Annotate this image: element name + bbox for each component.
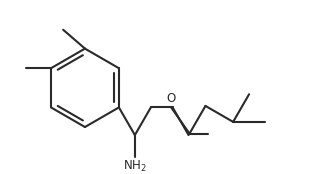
Text: NH$_2$: NH$_2$ (123, 159, 147, 174)
Text: O: O (167, 92, 176, 105)
